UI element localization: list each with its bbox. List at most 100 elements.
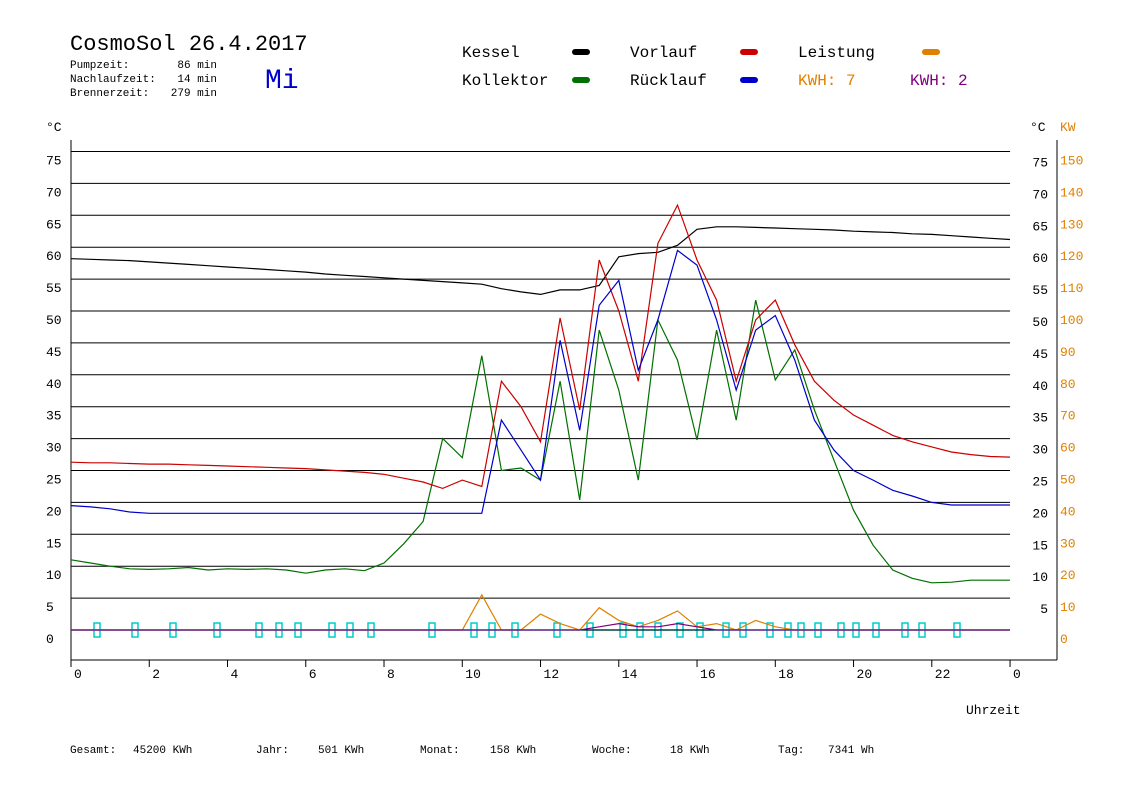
x-tick-label: 16 — [700, 667, 716, 682]
y-tick-label-right: 50 — [1032, 315, 1048, 330]
series-line — [70, 249, 1010, 514]
y-tick-label-right: 75 — [1032, 155, 1048, 170]
x-tick-label: 6 — [309, 667, 317, 682]
total-value: 45200 KWh — [133, 745, 192, 757]
legend-label: Kessel — [462, 44, 520, 62]
x-tick-label: 4 — [231, 667, 239, 682]
annotation: KWH: 2 — [910, 72, 968, 90]
y-tick-label: 10 — [46, 568, 62, 583]
y-tick-label-right: 15 — [1032, 538, 1048, 553]
total-value: 158 KWh — [490, 745, 536, 757]
legend-swatch — [922, 49, 940, 55]
x-axis-label: Uhrzeit — [966, 703, 1021, 718]
stat-value: 14 min — [177, 74, 217, 86]
y-tick-label-right: 60 — [1032, 251, 1048, 266]
series-line — [70, 203, 1011, 490]
y2-tick-label: 30 — [1060, 536, 1076, 551]
y-tick-label: 35 — [46, 409, 62, 424]
annotation: KWH: 7 — [798, 72, 856, 90]
legend-label: Rücklauf — [630, 72, 707, 90]
stat-value: 279 min — [171, 88, 217, 100]
stat-label: Pumpzeit: — [70, 60, 129, 72]
y-tick-label-right: 25 — [1032, 475, 1048, 490]
y-tick-label: 30 — [46, 441, 62, 456]
y-tick-label-right: 35 — [1032, 411, 1048, 426]
x-tick-label: 14 — [622, 667, 638, 682]
y2-tick-label: 110 — [1060, 281, 1083, 296]
y2-tick-label: 40 — [1060, 504, 1076, 519]
y-tick-label-right: 30 — [1032, 443, 1048, 458]
y-tick-label-right: 20 — [1032, 506, 1048, 521]
y-tick-label: 25 — [46, 473, 62, 488]
y2-tick-label: 120 — [1060, 249, 1083, 264]
y-axis-label: °C — [46, 120, 62, 135]
y-tick-label-right: 45 — [1032, 347, 1048, 362]
total-value: 7341 Wh — [828, 745, 874, 757]
y2-tick-label: 70 — [1060, 409, 1076, 424]
x-tick-label: 0 — [74, 667, 82, 682]
y-tick-label: 0 — [46, 632, 54, 647]
total-label: Monat: — [420, 745, 460, 757]
total-label: Woche: — [592, 745, 632, 757]
total-value: 501 KWh — [318, 745, 364, 757]
y2-tick-label: 90 — [1060, 345, 1076, 360]
y-tick-label: 70 — [46, 185, 62, 200]
y-tick-label-right: 5 — [1040, 602, 1048, 617]
x-tick-label: 20 — [857, 667, 873, 682]
y-tick-label: 55 — [46, 281, 62, 296]
legend-swatch — [740, 77, 758, 83]
y2-tick-label: 60 — [1060, 441, 1076, 456]
y2-tick-label: 50 — [1060, 473, 1076, 488]
weekday: Mi — [265, 66, 299, 97]
y-tick-label-right: 65 — [1032, 219, 1048, 234]
y-axis-label-right: °C — [1030, 120, 1046, 135]
y-tick-label: 45 — [46, 345, 62, 360]
y-tick-label-right: 55 — [1032, 283, 1048, 298]
x-tick-label: 8 — [387, 667, 395, 682]
y-tick-label: 20 — [46, 504, 62, 519]
x-tick-label: 22 — [935, 667, 951, 682]
stat-label: Brennerzeit: — [70, 88, 149, 100]
legend-label: Vorlauf — [630, 44, 697, 62]
y2-tick-label: 10 — [1060, 600, 1076, 615]
y-tick-label-right: 40 — [1032, 379, 1048, 394]
total-value: 18 KWh — [670, 745, 710, 757]
total-label: Jahr: — [256, 745, 289, 757]
legend-label: Kollektor — [462, 72, 548, 90]
y-tick-label: 65 — [46, 217, 62, 232]
legend-label: Leistung — [798, 44, 875, 62]
y2-tick-label: 20 — [1060, 568, 1076, 583]
y-tick-label: 60 — [46, 249, 62, 264]
y-tick-label-right: 70 — [1032, 187, 1048, 202]
series-line — [71, 622, 1010, 631]
y-tick-label: 50 — [46, 313, 62, 328]
y2-tick-label: 140 — [1060, 185, 1083, 200]
series-line — [70, 226, 1011, 296]
legend-swatch — [572, 77, 590, 83]
y2-axis-label: KW — [1060, 120, 1076, 135]
chart-title: CosmoSol 26.4.2017 — [70, 32, 308, 57]
legend-swatch — [572, 49, 590, 55]
y2-tick-label: 0 — [1060, 632, 1068, 647]
y-tick-label: 15 — [46, 536, 62, 551]
y-tick-label-right: 10 — [1032, 570, 1048, 585]
x-tick-label: 12 — [544, 667, 560, 682]
total-label: Tag: — [778, 745, 804, 757]
legend-swatch — [740, 49, 758, 55]
stat-value: 86 min — [177, 60, 217, 72]
x-tick-label: 0 — [1013, 667, 1021, 682]
stat-label: Nachlaufzeit: — [70, 74, 156, 86]
y2-tick-label: 130 — [1060, 217, 1083, 232]
y2-tick-label: 100 — [1060, 313, 1083, 328]
y-tick-label: 40 — [46, 377, 62, 392]
x-tick-label: 10 — [465, 667, 481, 682]
y2-tick-label: 80 — [1060, 377, 1076, 392]
y-tick-label: 5 — [46, 600, 54, 615]
x-tick-label: 18 — [778, 667, 794, 682]
total-label: Gesamt: — [70, 745, 116, 757]
y2-tick-label: 150 — [1060, 153, 1083, 168]
y-tick-label: 75 — [46, 153, 62, 168]
x-tick-label: 2 — [152, 667, 160, 682]
